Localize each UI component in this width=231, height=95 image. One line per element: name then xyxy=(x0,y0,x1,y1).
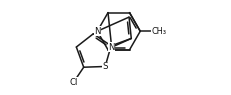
Text: CH₃: CH₃ xyxy=(150,27,165,36)
Text: S: S xyxy=(102,62,107,71)
Text: N: N xyxy=(94,27,100,36)
Text: N: N xyxy=(108,43,114,52)
Text: Cl: Cl xyxy=(69,78,77,87)
